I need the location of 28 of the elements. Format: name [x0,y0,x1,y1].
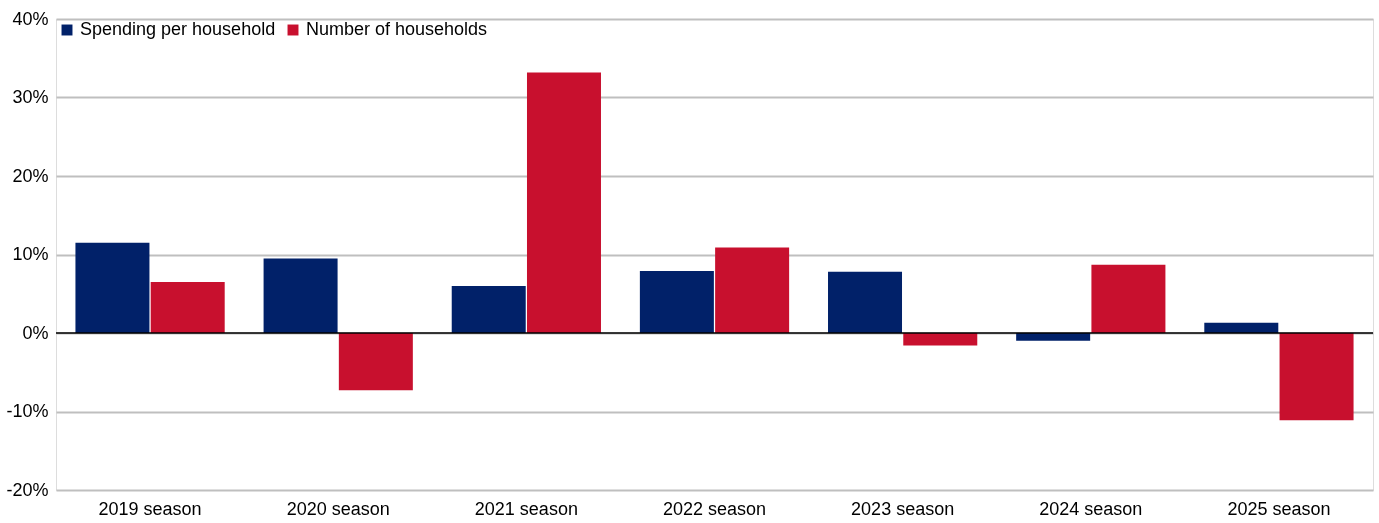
x-tick-label: 2022 season [662,498,767,519]
bar [150,281,225,333]
y-tick-label: 30% [12,87,49,107]
bar [526,72,601,333]
legend-label: Number of households [306,19,488,39]
x-tick-label: 2025 season [1227,498,1331,519]
bar [338,333,413,391]
x-tick-label: 2019 season [98,498,202,519]
legend-label: Spending per household [80,19,276,39]
bar [715,247,790,333]
bar [451,285,526,333]
bar [75,242,150,333]
x-tick-label: 2020 season [286,498,390,519]
y-tick-label: -10% [6,401,49,421]
x-tick-label: 2024 season [1039,498,1143,519]
bar [828,271,903,333]
y-tick-label: 20% [12,165,49,186]
bar [1279,333,1354,421]
y-tick-label: -20% [6,479,49,500]
bar [903,333,978,346]
y-tick-label: 0% [22,322,49,343]
x-tick-label: 2021 season [474,498,578,519]
bar [1091,264,1166,333]
bar [639,270,714,333]
y-tick-label: 10% [12,244,49,264]
bar [263,258,338,333]
y-tick-label: 40% [12,8,49,29]
x-tick-label: 2023 season [851,498,955,519]
